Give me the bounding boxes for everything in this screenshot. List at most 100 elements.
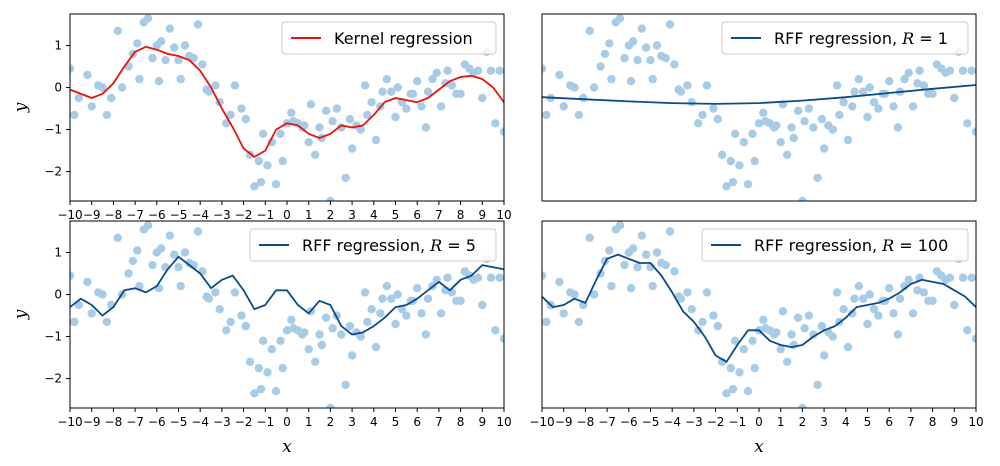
data-point [491,326,500,335]
data-point [371,135,381,145]
x-tick-label: −3 [685,415,703,429]
data-point [589,290,599,299]
data-point [282,326,292,335]
data-point [542,110,551,120]
data-point [778,307,788,316]
data-point [919,81,929,90]
legend-box [281,21,497,55]
data-point [486,273,496,282]
x-tick-label: −2 [707,415,725,429]
data-point [278,156,287,166]
data-point [889,102,898,111]
data-point [254,156,263,166]
data-point [154,284,164,293]
data-point [341,380,350,390]
x-tick-label: 1 [777,415,785,429]
x-tick-label: 5 [392,415,400,429]
x-tick-label: 1 [305,208,313,222]
data-point [436,309,446,318]
data-point [633,263,642,272]
data-point [652,41,662,50]
data-point [759,108,768,118]
panel-rff-regression-r1: RFF regression, R = 1 [541,13,977,202]
data-point [839,305,848,314]
panel-kernel-regression: −10 −9 −8 −7 −6 −5 −4 −3 −2 −1 0 1 2 3 4 5 6 7 8 9 1010−1−2y… [11,13,512,222]
x-tick-label: −1 [256,208,274,222]
data-point [306,100,316,109]
y-axis-title: y [11,102,31,113]
x-tick-label: −9 [555,415,573,429]
regression-line [70,255,504,336]
data-point [393,83,402,92]
data-point [473,273,483,282]
data-point [326,196,335,201]
data-point [347,144,357,153]
data-point [787,330,796,339]
data-point [702,288,712,297]
data-point [804,104,814,113]
data-point [258,129,268,138]
data-point [869,98,879,107]
data-point [311,357,320,366]
data-point [709,311,718,320]
data-point [204,294,214,303]
data-point [473,66,483,75]
data-point [958,273,968,282]
data-point [585,26,594,35]
data-point [421,330,431,339]
data-point [694,119,703,128]
x-tick-label: 6 [885,415,893,429]
data-point [605,39,614,48]
data-point [963,326,972,335]
data-point [360,288,370,297]
x-tick-label: 2 [799,415,807,429]
data-point [759,315,768,324]
data-point [728,384,738,394]
data-point [117,83,127,92]
data-point [241,114,250,124]
data-point [819,144,829,153]
data-point [378,87,387,96]
data-point [676,294,686,303]
data-point [945,66,955,75]
x-tick-label: 0 [755,415,763,429]
data-point [967,273,976,282]
data-point [456,89,465,99]
data-point [648,74,657,84]
data-point [574,317,584,327]
data-point [421,123,431,132]
x-tick-label: −5 [170,208,188,222]
x-tick-label: 5 [392,208,400,222]
data-point [863,319,872,329]
data-point [360,81,370,90]
data-point [950,300,959,310]
plot-area [70,221,504,408]
data-point [413,284,422,293]
y-tick-label: −1 [44,123,62,137]
x-tick-label: −2 [235,208,253,222]
data-point [413,77,422,86]
x-tick-label: 9 [478,208,486,222]
x-tick-label: 4 [370,415,378,429]
x-tick-label: −9 [83,208,101,222]
data-point [928,89,937,99]
data-point [278,363,287,373]
data-point [198,60,207,69]
data-point [174,263,183,272]
data-point [542,271,547,280]
data-point [193,227,203,236]
legend-label: RFF regression, R = 100 [754,236,948,255]
data-point [74,93,83,103]
data-point [913,286,922,295]
data-point [607,281,616,291]
x-tick-label: 10 [968,415,983,429]
x-tick-label: −6 [620,415,638,429]
data-point [478,93,487,103]
data-point [854,74,863,84]
data-point [70,64,75,73]
data-point [107,93,116,103]
data-point [750,156,759,166]
data-point [258,336,268,345]
legend-box [701,228,969,262]
legend-label-suffix: = 5 [442,236,476,255]
